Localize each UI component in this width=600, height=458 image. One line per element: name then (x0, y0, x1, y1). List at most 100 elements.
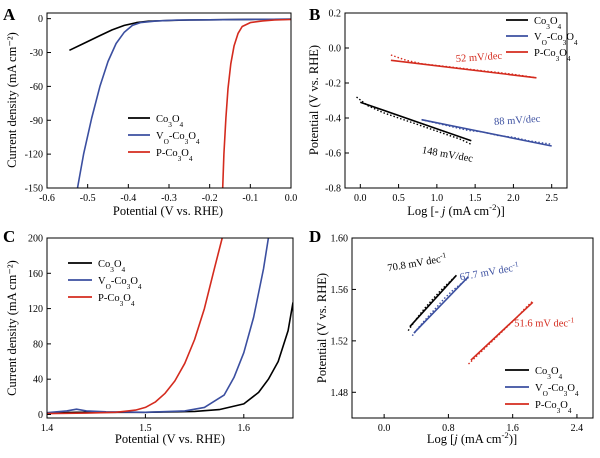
y-tick-label: 1.52 (331, 336, 349, 347)
legend-label: P-Co3O4 (98, 293, 135, 308)
y-tick-label: -120 (25, 150, 43, 161)
series-fit-line-1 (413, 276, 470, 334)
panel-a: A -0.6 -0.5 -0.4 -0.3 -0.2 -0.1 0.0 0 -30 -60 -90 -1… (3, 5, 297, 218)
y-tick-label: 120 (28, 304, 43, 315)
panel-letter: C (3, 227, 15, 246)
series-fit-line-2 (470, 301, 534, 361)
x-tick-label: -0.1 (242, 193, 258, 204)
legend-label: VO-Co3O4 (534, 32, 578, 47)
x-tick-label: 1.5 (469, 193, 482, 204)
panel-c: C 1.4 1.5 1.6 0 40 80 120 160 200 Potential (V vs.… (3, 227, 294, 446)
y-tick-label: -0.2 (325, 79, 341, 90)
plot-area (407, 274, 534, 365)
plot-frame (351, 237, 594, 419)
series-points-1 (411, 277, 469, 337)
y-tick-label: -0.4 (325, 114, 341, 125)
legend-label: P-Co3O4 (535, 400, 572, 415)
y-tick-label: 0 (38, 410, 43, 421)
y-tick-label: -30 (30, 48, 43, 59)
x-tick-label: 0.8 (442, 423, 455, 434)
x-axis-label: Potential (V vs. RHE) (113, 204, 223, 218)
x-axis-label: Potential (V vs. RHE) (115, 432, 225, 446)
series-fit-line-0 (360, 101, 472, 142)
x-tick-label: 1.5 (139, 423, 152, 434)
x-tick-label: -0.6 (39, 193, 55, 204)
x-tick-label: 0.0 (378, 423, 391, 434)
y-tick-label: 1.56 (331, 285, 349, 296)
plot-area (47, 238, 293, 415)
series-line-2 (47, 238, 223, 415)
legend-label: P-Co3O4 (534, 48, 571, 63)
legend-label: Co3O4 (535, 366, 563, 381)
plot-area (356, 54, 552, 147)
slope-annotation: 52 mV/dec (455, 51, 502, 65)
legend-label: Co3O4 (534, 16, 562, 31)
x-axis-label: Log [- j (mA cm-2)] (407, 202, 505, 218)
x-tick-label: 2.0 (507, 193, 520, 204)
x-tick-label: 1.4 (41, 423, 54, 434)
x-tick-label: -0.4 (120, 193, 136, 204)
x-tick-label: 2.5 (545, 193, 558, 204)
y-tick-label: 160 (28, 269, 43, 280)
plot-frame (344, 12, 568, 189)
y-axis-label: Potential (V vs. RHE) (315, 273, 329, 383)
x-tick-label: 2.4 (571, 423, 584, 434)
x-tick-label: 1.6 (238, 423, 251, 434)
series-fit-line-2 (390, 59, 537, 79)
x-tick-label: 0.0 (285, 193, 298, 204)
y-tick-label: 0.2 (329, 9, 342, 20)
series-fit-line-0 (409, 274, 457, 328)
y-axis-label: Potential (V vs. RHE) (307, 45, 321, 155)
y-tick-label: 0.0 (329, 44, 342, 55)
series-line-0 (69, 18, 291, 52)
panel-b: B 0.0 0.5 1.0 1.5 2.0 2.5 0.2 0.0 -0.2 -0.4 -0.6 -0.… (307, 5, 578, 218)
slope-annotation: 70.8 mV dec-1 (386, 250, 448, 275)
x-tick-label: -0.5 (80, 193, 96, 204)
y-tick-label: -60 (30, 82, 43, 93)
x-tick-label: -0.3 (161, 193, 177, 204)
panel-letter: D (309, 227, 321, 246)
y-axis-label: Current density (mA cm⁻²) (5, 260, 19, 396)
legend-label: VO-Co3O4 (156, 131, 200, 146)
x-tick-label: -0.2 (202, 193, 218, 204)
x-axis-label: Log [j (mA cm-2)] (427, 430, 517, 446)
y-tick-label: 1.48 (331, 388, 349, 399)
y-tick-label: -0.6 (325, 149, 341, 160)
legend-label: P-Co3O4 (156, 148, 193, 163)
legend-label: Co3O4 (156, 114, 184, 129)
legend-label: Co3O4 (98, 259, 126, 274)
y-tick-label: -0.8 (325, 184, 341, 195)
y-tick-label: 80 (33, 339, 43, 350)
y-tick-label: -90 (30, 116, 43, 127)
x-tick-label: 1.6 (506, 423, 519, 434)
legend-label: VO-Co3O4 (535, 383, 579, 398)
x-tick-label: 1.0 (431, 193, 444, 204)
y-tick-label: 40 (33, 375, 43, 386)
y-axis-label: Current density (mA cm⁻²) (5, 32, 19, 168)
panel-d: D 0.0 0.8 1.6 2.4 1.60 1.56 1.52 1.48 Log [j (mA … (309, 227, 594, 446)
series-line-0 (47, 302, 293, 414)
legend: Co3O4 VO-Co3O4 P-Co3O4 (505, 366, 579, 415)
series-line-2 (221, 18, 291, 188)
y-tick-label: 0 (38, 14, 43, 25)
series-points-0 (356, 96, 472, 145)
series-line-1 (47, 238, 270, 414)
series-fit-line-1 (421, 118, 552, 147)
slope-annotation: 51.6 mV dec-1 (514, 315, 574, 330)
panel-letter: A (3, 5, 16, 24)
y-tick-label: 1.60 (331, 234, 349, 245)
series-line-1 (76, 18, 291, 188)
y-tick-label: 200 (28, 234, 43, 245)
plot-area (69, 18, 291, 188)
slope-annotation: 67.7 mV dec-1 (458, 259, 520, 284)
plot-frame (46, 12, 292, 189)
x-tick-label: 0.0 (354, 193, 367, 204)
slope-annotation: 148 mV/dec (421, 145, 474, 165)
plot-frame (46, 237, 294, 419)
y-tick-label: -150 (25, 184, 43, 195)
slope-annotation: 88 mV/dec (494, 114, 541, 128)
x-tick-label: 0.5 (392, 193, 405, 204)
